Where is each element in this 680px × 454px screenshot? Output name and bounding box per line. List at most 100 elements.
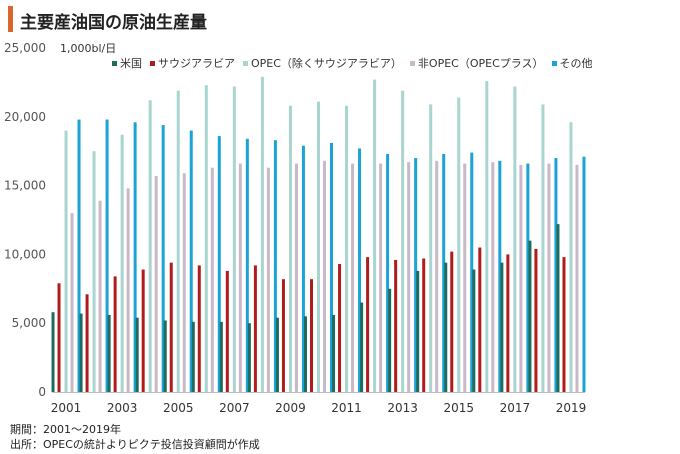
bar [575, 164, 579, 392]
bar [98, 200, 102, 392]
title-accent-bar [8, 6, 13, 32]
bar [323, 160, 326, 392]
bar [77, 119, 81, 392]
legend-swatch [150, 60, 155, 66]
bar [294, 163, 298, 392]
bar [519, 164, 523, 392]
y-axis-unit-label: 1,000bl/日 [60, 42, 117, 55]
bar [330, 142, 333, 392]
bar [217, 136, 221, 392]
bar [176, 90, 180, 392]
bar [500, 262, 504, 392]
bar [554, 158, 558, 392]
bar [288, 105, 292, 393]
legend-label: 非OPEC（OPECプラス） [417, 57, 544, 70]
bar [161, 125, 165, 392]
bar [70, 213, 74, 392]
bar [388, 288, 392, 392]
x-tick-label: 2019 [556, 401, 587, 415]
bar [351, 163, 355, 392]
bar [238, 163, 242, 392]
bar [266, 167, 270, 392]
x-tick-label: 2005 [163, 401, 194, 415]
bar [79, 313, 83, 392]
x-tick-label: 2009 [275, 401, 306, 415]
bar [197, 265, 201, 392]
bar [386, 153, 390, 392]
legend-item: その他 [551, 56, 593, 70]
bar [225, 270, 229, 392]
bar [204, 85, 208, 392]
bar [435, 160, 439, 392]
bar [281, 279, 285, 392]
legend-swatch [409, 60, 415, 66]
bar [260, 76, 264, 393]
bar [169, 262, 173, 392]
bar [422, 258, 426, 392]
x-tick-label: 2017 [500, 401, 531, 415]
bar [182, 173, 186, 392]
bar [442, 153, 446, 392]
y-tick-label: 25,000 [4, 41, 46, 55]
bar [141, 269, 145, 392]
legend-item: 非OPEC（OPECプラス） [409, 56, 544, 70]
bar [470, 152, 474, 392]
bar [472, 269, 476, 392]
bar [113, 276, 117, 392]
bar [304, 316, 307, 392]
bar [247, 323, 251, 392]
bar [120, 134, 124, 393]
x-tick-label: 2011 [331, 401, 362, 415]
bar [64, 130, 68, 392]
bar [526, 163, 530, 392]
bar [394, 259, 398, 392]
x-tick-label: 2015 [443, 401, 474, 415]
legend-label: OPEC（除くサウジアラビア） [251, 57, 402, 70]
legend-swatch [243, 60, 248, 66]
x-tick-label: 2001 [51, 401, 82, 415]
bar [513, 86, 517, 392]
bar [148, 100, 152, 393]
bar [528, 240, 532, 392]
bar [191, 321, 195, 392]
bar [189, 130, 193, 392]
bar [105, 119, 109, 392]
legend-swatch [551, 60, 557, 66]
bar [534, 248, 538, 392]
bar [541, 104, 545, 392]
bar [245, 138, 249, 392]
source-note: 出所：OPECの統計よりピクテ投信投資顧問が作成 [10, 438, 260, 451]
x-tick-label: 2007 [219, 401, 250, 415]
bar [301, 145, 305, 392]
bar [582, 156, 586, 392]
legend-label: 米国 [120, 57, 142, 70]
bar [485, 81, 489, 393]
bar [232, 86, 236, 392]
bar [317, 101, 320, 392]
bar [92, 151, 96, 392]
legend-item: OPEC（除くサウジアラビア） [243, 56, 402, 70]
bar [345, 105, 349, 393]
bar [373, 79, 377, 392]
legend-item: サウジアラビア [150, 56, 235, 70]
bar [379, 163, 383, 392]
bar [253, 265, 257, 392]
chart-legend: 米国 サウジアラビア OPEC（除くサウジアラビア） 非OPEC（OPECプラス） その… [112, 56, 601, 70]
y-tick-label: 10,000 [4, 247, 46, 261]
bar [407, 162, 411, 392]
bar [163, 320, 167, 392]
x-tick-label: 2003 [107, 401, 138, 415]
legend-item: 米国 [112, 56, 142, 70]
legend-swatch [112, 60, 117, 66]
y-tick-label: 15,000 [4, 179, 46, 193]
bar [358, 148, 362, 392]
bar [416, 270, 420, 392]
bar [498, 160, 502, 392]
bar [478, 247, 482, 392]
bar [569, 122, 573, 392]
bar [444, 262, 448, 392]
bar [57, 283, 61, 392]
legend-label: サウジアラビア [158, 57, 235, 70]
bar [506, 254, 510, 392]
